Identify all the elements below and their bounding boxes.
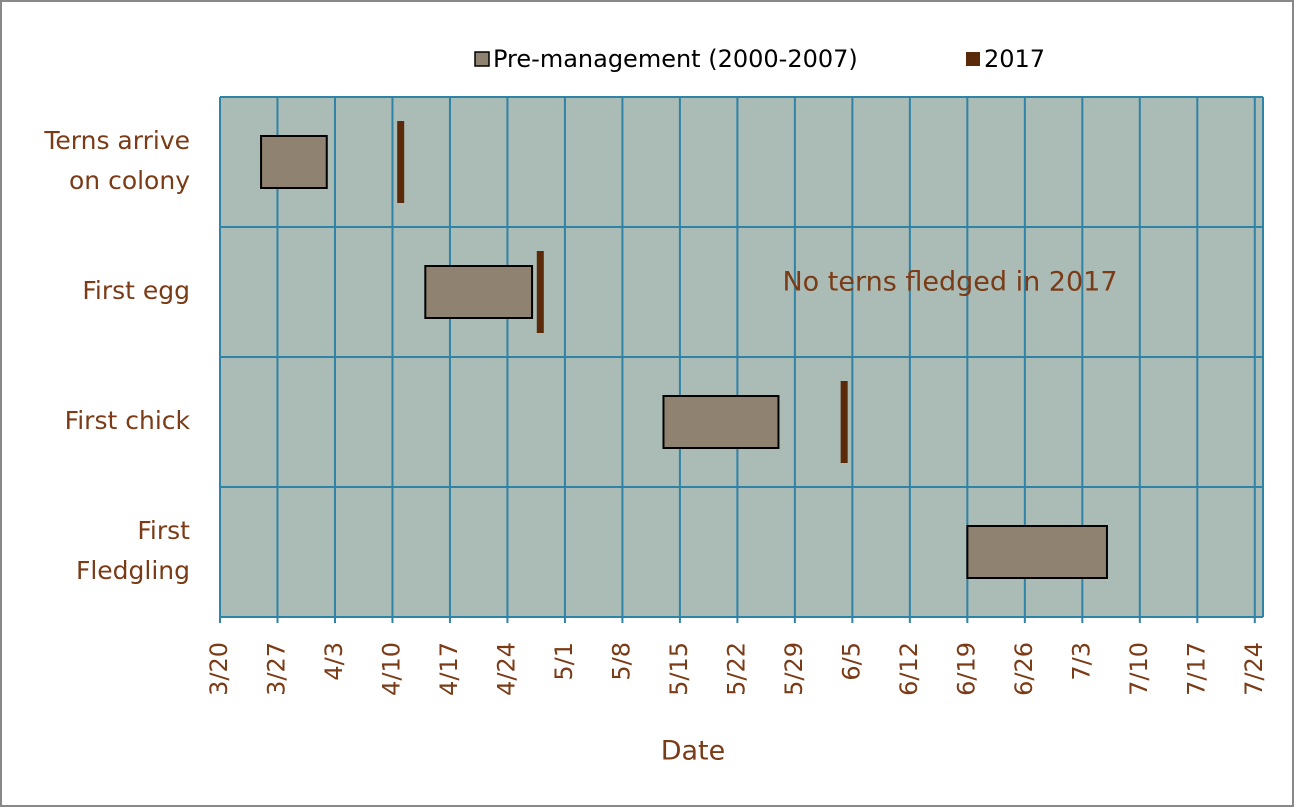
x-tick-label: 4/3 <box>320 642 348 681</box>
annotation: No terns fledged in 2017 <box>782 267 1117 298</box>
x-tick-label: 7/3 <box>1067 642 1095 681</box>
x-tick-label: 4/24 <box>492 642 520 696</box>
date-marker <box>840 381 848 463</box>
range-bar <box>260 135 328 189</box>
x-tick-label: 6/5 <box>837 642 865 681</box>
x-tick-label: 7/24 <box>1240 642 1268 696</box>
x-axis-label: Date <box>661 736 726 767</box>
date-marker <box>536 251 544 333</box>
y-tick-label: Terns arrive <box>43 126 190 155</box>
x-tick-label: 5/15 <box>665 642 693 696</box>
x-tick-label: 4/10 <box>377 642 405 696</box>
range-bar <box>424 265 534 319</box>
y-tick-label: First chick <box>65 406 191 435</box>
x-tick-label: 3/20 <box>205 642 233 696</box>
y-tick-label: on colony <box>69 166 190 195</box>
x-tick-label: 6/19 <box>952 642 980 696</box>
legend-swatch <box>966 52 980 66</box>
x-tick-label: 7/17 <box>1182 642 1210 696</box>
y-tick-label: First <box>137 516 190 545</box>
x-tick-label: 5/8 <box>607 642 635 681</box>
y-tick-label: Fledgling <box>76 556 190 585</box>
x-tick-label: 5/1 <box>550 642 578 681</box>
x-tick-label: 7/10 <box>1125 642 1153 696</box>
legend-label: 2017 <box>984 45 1045 73</box>
x-tick-label: 4/17 <box>435 642 463 696</box>
date-marker <box>397 121 405 203</box>
x-tick-label: 5/29 <box>780 642 808 696</box>
legend-label: Pre-management (2000-2007) <box>493 45 858 73</box>
range-bar <box>966 525 1108 579</box>
y-tick-label: First egg <box>82 276 190 305</box>
range-bar <box>662 395 780 449</box>
x-tick-label: 5/22 <box>722 642 750 696</box>
x-tick-label: 6/12 <box>895 642 923 696</box>
legend-swatch <box>474 51 490 67</box>
x-tick-label: 3/27 <box>262 642 290 696</box>
x-tick-label: 6/26 <box>1010 642 1038 696</box>
